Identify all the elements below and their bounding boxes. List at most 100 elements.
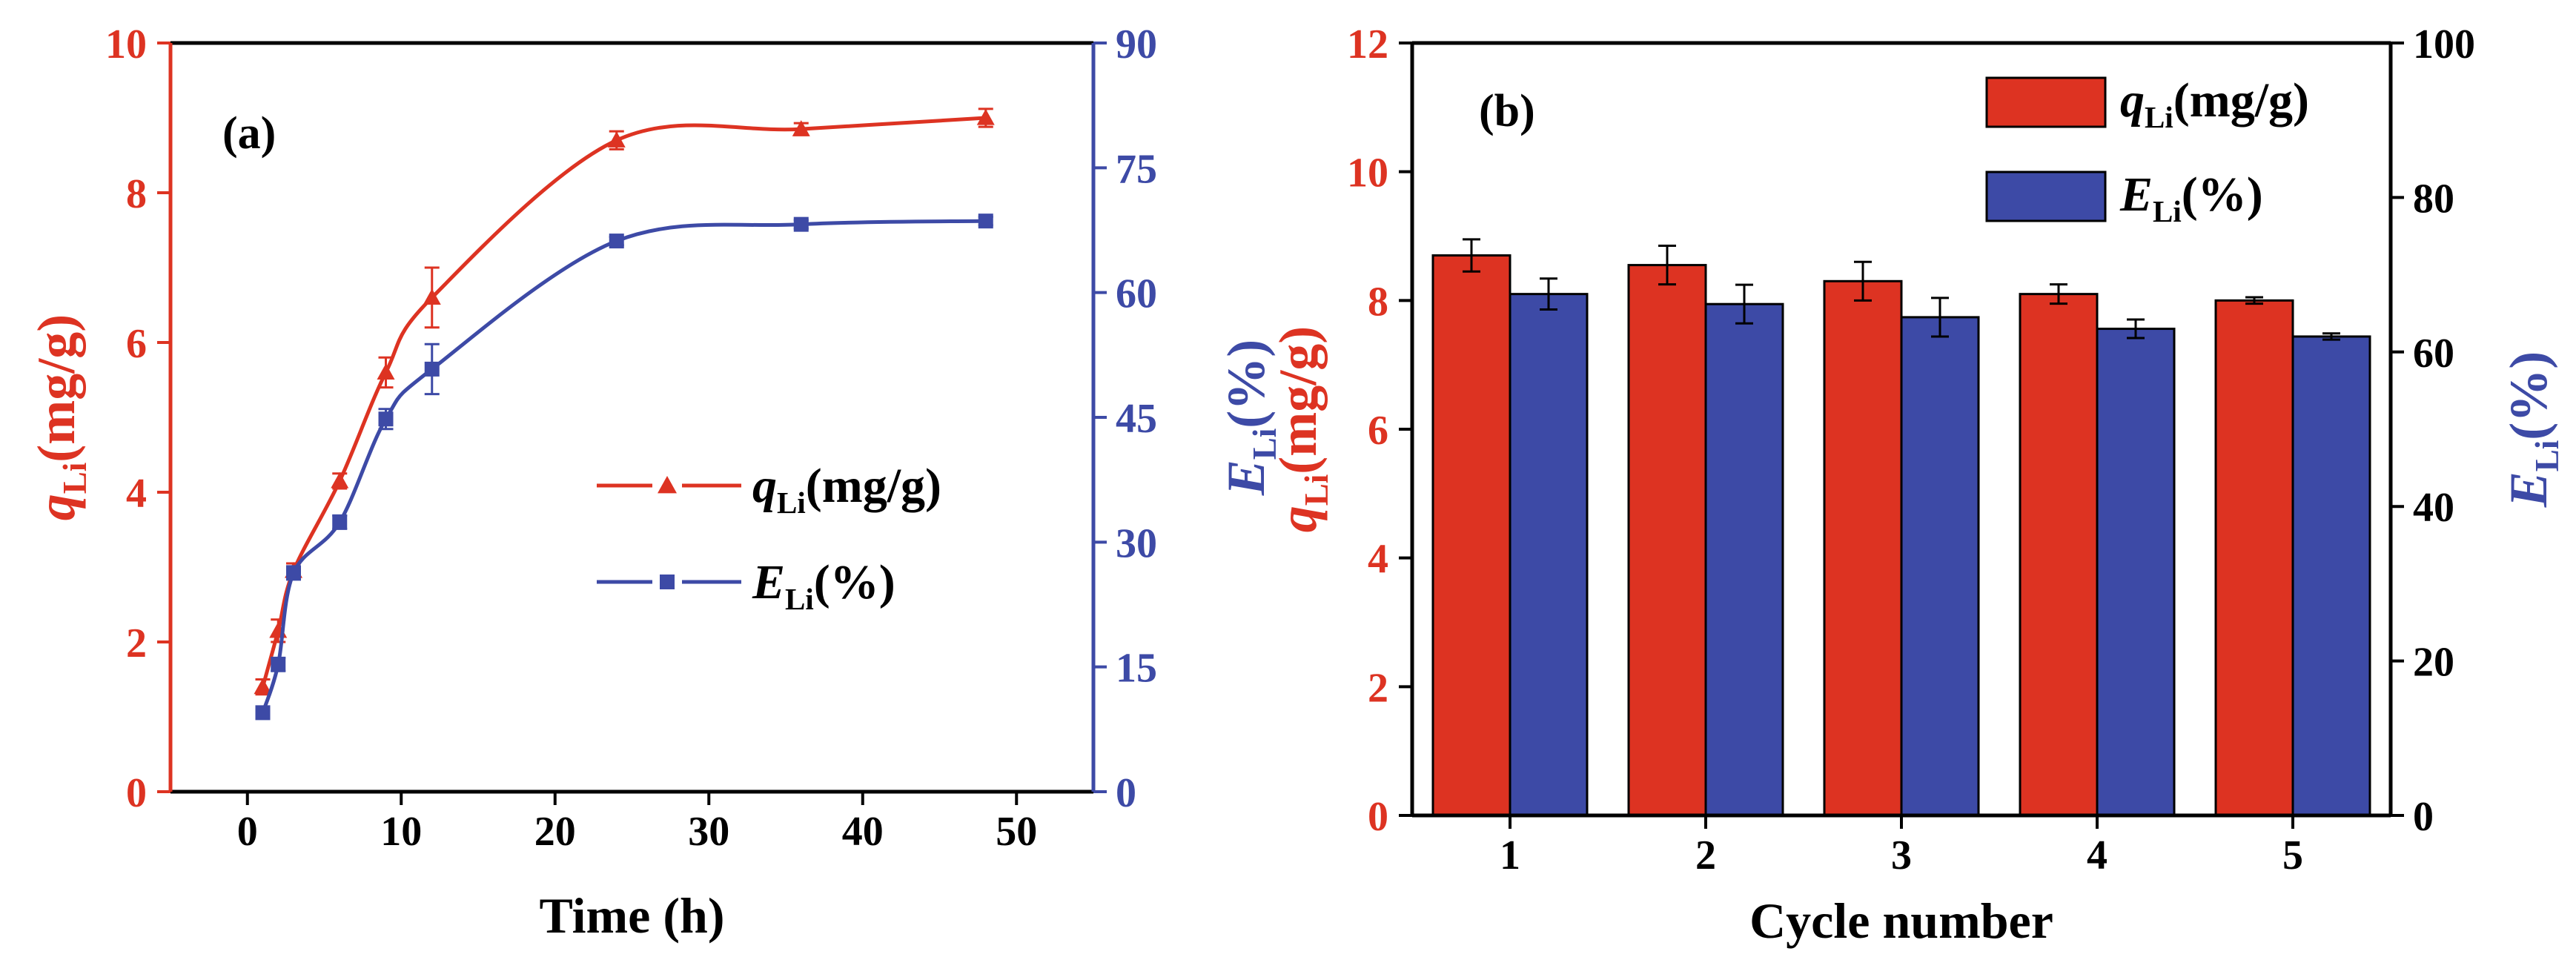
error-bar [2245,296,2263,305]
legend-label-subscript: Li [785,582,814,616]
bar [2214,299,2294,817]
data-point-triangle [377,363,395,380]
right-y-axis-title-unit: (%) [1216,340,1276,428]
legend-entry: qLi(mg/g) [1985,73,2309,134]
legend-label-subscript: Li [2153,194,2182,228]
right-y-axis-title-unit: (%) [2499,351,2558,440]
data-point-square [609,234,624,249]
right-y-tick-label: 20 [2413,640,2454,686]
x-tick-label: 2 [1695,832,1716,878]
right-y-tick-label: 90 [1116,21,1157,67]
data-point-square [332,514,348,530]
left-y-axis-title-unit: (mg/g) [27,314,86,463]
series-bars-q-li [1431,238,2294,817]
left-y-axis-title-unit: (mg/g) [1268,326,1328,474]
bar [1900,316,1980,817]
right-y-axis-title: ELi(%) [1216,340,1283,497]
legend: qLi(mg/g)ELi(%) [1985,73,2309,228]
legend-label-unit: (mg/g) [806,459,941,513]
error-bar [1658,245,1676,286]
left-y-tick-label: 2 [126,620,147,666]
legend-label-symbol: E [2119,168,2153,222]
left-y-tick-label: 10 [105,21,147,67]
legend-marker-square [660,575,675,589]
legend-swatch [1985,170,2107,222]
legend-label: ELi(%) [752,555,895,616]
right-y-axis-title-symbol: E [2499,471,2558,508]
panel-label: (b) [1479,86,1535,136]
legend-entry: ELi(%) [597,555,895,616]
left-y-tick-label: 8 [126,171,147,217]
left-y-tick-label: 6 [126,321,147,367]
panel-label: (a) [222,108,276,159]
left-y-tick-label: 6 [1368,408,1388,454]
data-point-square [424,361,440,377]
right-y-tick-label: 75 [1116,146,1157,192]
right-y-tick-label: 60 [1116,271,1157,317]
data-point-triangle [423,288,441,305]
legend-label: ELi(%) [2119,168,2263,228]
left-y-axis-title-subscript: Li [1298,474,1335,506]
right-y-axis-title: ELi(%) [2499,351,2566,509]
right-y-tick-label: 0 [1116,770,1136,816]
legend-label-symbol: E [752,555,785,609]
data-point-triangle [254,678,272,695]
error-bar [1854,260,1872,302]
right-y-axis-title-subscript: Li [2529,440,2566,472]
data-point-square [793,216,809,232]
x-axis-title: Cycle number [1749,893,2053,949]
series-e-li [255,213,993,721]
right-y-tick-label: 100 [2413,21,2475,67]
legend-label-symbol: q [752,459,777,513]
bar [2019,293,2099,817]
bar [2096,328,2176,817]
data-point-triangle [976,109,995,125]
x-tick-label: 0 [237,809,258,855]
x-tick-label: 30 [688,809,729,855]
x-tick-label: 10 [380,809,422,855]
data-point-square [978,213,993,229]
bar [1509,293,1589,817]
right-y-tick-label: 40 [2413,485,2454,531]
left-y-tick-label: 8 [1368,279,1388,325]
left-y-axis-title: qLi(mg/g) [27,314,93,520]
left-y-axis-title-symbol: q [27,494,86,520]
error-bar [1735,283,1753,325]
x-tick-label: 4 [2087,832,2108,878]
bar [1431,254,1512,817]
right-y-tick-label: 0 [2413,794,2434,840]
x-tick-label: 1 [1500,832,1520,878]
legend-marker-triangle [658,476,677,494]
series-line [261,219,986,714]
left-y-axis-title-subscript: Li [56,463,93,494]
bar [1704,302,1784,817]
bar [1627,264,1707,817]
left-y-axis-title-symbol: q [1268,506,1328,532]
legend-swatch [1985,76,2107,128]
legend-label-unit: (mg/g) [2173,73,2309,128]
x-tick-label: 3 [1891,832,1912,878]
left-y-tick-label: 4 [126,471,147,517]
x-tick-label: 50 [996,809,1037,855]
right-y-axis-title-subscript: Li [1246,428,1283,460]
series-bars-e-li [1509,277,2371,817]
bar [2291,335,2371,817]
error-bar [1931,297,1949,338]
data-point-triangle [331,471,349,489]
legend-label-subscript: Li [2145,100,2173,134]
x-axis-title: Time (h) [540,887,725,944]
x-tick-label: 40 [842,809,884,855]
legend-label-unit: (%) [2182,168,2263,222]
right-y-tick-label: 60 [2413,331,2454,377]
x-tick-label: 5 [2282,832,2303,878]
left-y-tick-label: 2 [1368,665,1388,711]
error-bar [2127,318,2145,340]
right-y-axis-title-symbol: E [1216,460,1276,496]
legend-entry: ELi(%) [1985,168,2263,228]
left-y-tick-label: 10 [1347,150,1388,196]
error-bar [2322,332,2340,341]
left-y-tick-label: 12 [1347,21,1388,67]
left-y-tick-label: 0 [1368,794,1388,840]
